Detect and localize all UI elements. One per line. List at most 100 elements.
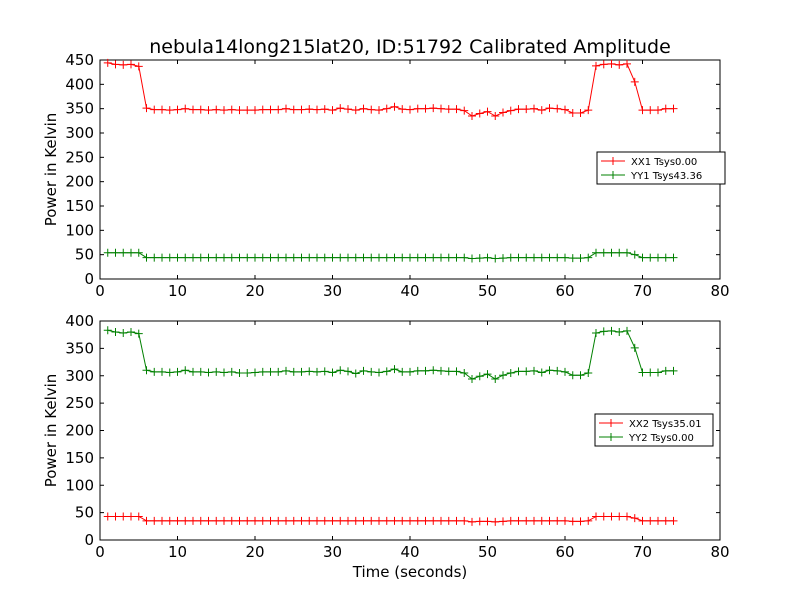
top-series-0-point — [460, 106, 469, 115]
bottom-series-1-point — [421, 366, 430, 375]
top-series-1-point — [561, 253, 569, 262]
bottom-series-0-point — [592, 512, 600, 521]
top-series-1-point — [220, 253, 228, 262]
top-legend-box — [596, 151, 726, 185]
bottom-series-1-point — [313, 367, 321, 376]
top-series-1-point — [669, 253, 678, 262]
bottom-series-1-point — [669, 366, 678, 375]
bottom-series-0-point — [134, 512, 143, 521]
top-series-0-point — [204, 106, 213, 115]
bottom-series-1-point — [297, 367, 306, 376]
bottom-series-1-point — [475, 372, 484, 381]
bottom-series-1-point — [220, 368, 228, 377]
bottom-series-1-point — [351, 369, 360, 378]
top-series-1-point — [568, 254, 577, 263]
top-series-0-point — [530, 104, 538, 113]
bottom-y-tick-label: 0 — [84, 531, 94, 549]
bottom-series-0-point — [406, 516, 414, 525]
top-series-0-point — [196, 105, 205, 114]
top-y-tick-label: 0 — [84, 270, 94, 288]
top-y-axis-label: Power in Kelvin — [42, 113, 60, 227]
top-series-0-point — [258, 105, 267, 114]
bottom-series-0-point — [158, 516, 166, 525]
top-series-0-point — [220, 106, 228, 115]
top-series-1-point — [227, 253, 236, 262]
top-series-1-point — [545, 253, 554, 262]
bottom-series-1-point — [429, 366, 438, 375]
top-series-0-point — [568, 109, 577, 118]
top-series-0-point — [274, 105, 283, 114]
bottom-x-tick-label: 20 — [245, 543, 264, 561]
top-legend-label-0: XX1 Tsys0.00 — [631, 157, 697, 168]
top-series-0-point — [623, 59, 631, 68]
bottom-y-tick-label: 400 — [65, 312, 94, 330]
top-series-0-point — [289, 105, 298, 114]
top-series-0-point — [661, 104, 670, 113]
top-series-1-point — [282, 253, 290, 262]
bottom-series-0-point — [530, 516, 538, 525]
top-series-1-point — [134, 248, 143, 257]
bottom-series-1-point — [584, 369, 593, 378]
top-y-tick-label: 250 — [65, 148, 94, 166]
bottom-series-0-point — [468, 517, 476, 526]
bottom-series-1-point — [444, 367, 453, 376]
bottom-series-0-point — [630, 514, 639, 523]
bottom-y-tick-label: 150 — [65, 449, 94, 467]
top-series-1-point — [297, 253, 306, 262]
top-series-1-point — [522, 253, 531, 262]
top-series-1-point — [615, 248, 624, 257]
top-x-tick-label: 30 — [323, 282, 342, 300]
top-series-1-point — [204, 253, 213, 262]
bottom-series-1-point — [367, 367, 376, 376]
top-series-0-point — [406, 105, 414, 114]
bottom-series-0-point — [227, 516, 236, 525]
bottom-series-1-point — [654, 368, 662, 377]
bottom-series-0-point — [421, 516, 430, 525]
top-series-1-point — [173, 253, 182, 262]
top-series-0-point — [537, 106, 546, 115]
bottom-series-0-point — [661, 516, 670, 525]
top-series-0-point — [561, 105, 569, 114]
top-series-0-point — [212, 105, 221, 114]
bottom-series-0-point — [638, 516, 647, 525]
top-series-0-point — [251, 106, 259, 115]
bottom-series-1-point — [266, 367, 275, 376]
top-series-0-point — [189, 105, 197, 114]
bottom-series-0-point — [320, 516, 329, 525]
top-series-0-point — [483, 107, 492, 116]
bottom-series-0-point — [204, 516, 213, 525]
top-series-0-point — [576, 109, 585, 118]
bottom-series-1-point — [452, 367, 461, 376]
bottom-y-tick-label: 100 — [65, 476, 94, 494]
bottom-series-0-point — [537, 516, 546, 525]
bottom-series-0-point — [305, 516, 314, 525]
bottom-series-1-point — [258, 367, 267, 376]
top-series-0-point — [266, 105, 275, 114]
bottom-series-0-point — [623, 512, 631, 521]
top-series-1-point — [429, 253, 438, 262]
bottom-series-1-point — [359, 366, 368, 375]
top-series-0-point — [282, 104, 290, 113]
top-series-0-point — [669, 104, 678, 113]
bottom-x-tick-label: 10 — [168, 543, 187, 561]
bottom-series-0-point — [359, 516, 368, 525]
top-x-tick-label: 70 — [633, 282, 652, 300]
bottom-series-1-point — [181, 366, 190, 375]
top-series-0-point — [227, 105, 236, 114]
bottom-series-1-point — [592, 329, 600, 338]
bottom-series-0-point — [460, 516, 469, 525]
top-series-1-point — [251, 253, 259, 262]
top-series-1-point — [359, 253, 368, 262]
top-series-0-point — [336, 104, 345, 113]
top-y-tick-label: 50 — [75, 246, 94, 264]
bottom-series-1-point — [251, 368, 259, 377]
top-y-tick-label: 450 — [65, 51, 94, 69]
bottom-series-1-point — [553, 366, 562, 375]
top-series-1-point — [150, 253, 159, 262]
bottom-series-0-point — [173, 516, 182, 525]
bottom-series-0-point — [599, 512, 608, 521]
bottom-series-0-point — [103, 512, 112, 521]
top-series-0-point — [158, 105, 166, 114]
top-series-1-point — [158, 253, 166, 262]
top-series-1-point — [274, 253, 283, 262]
